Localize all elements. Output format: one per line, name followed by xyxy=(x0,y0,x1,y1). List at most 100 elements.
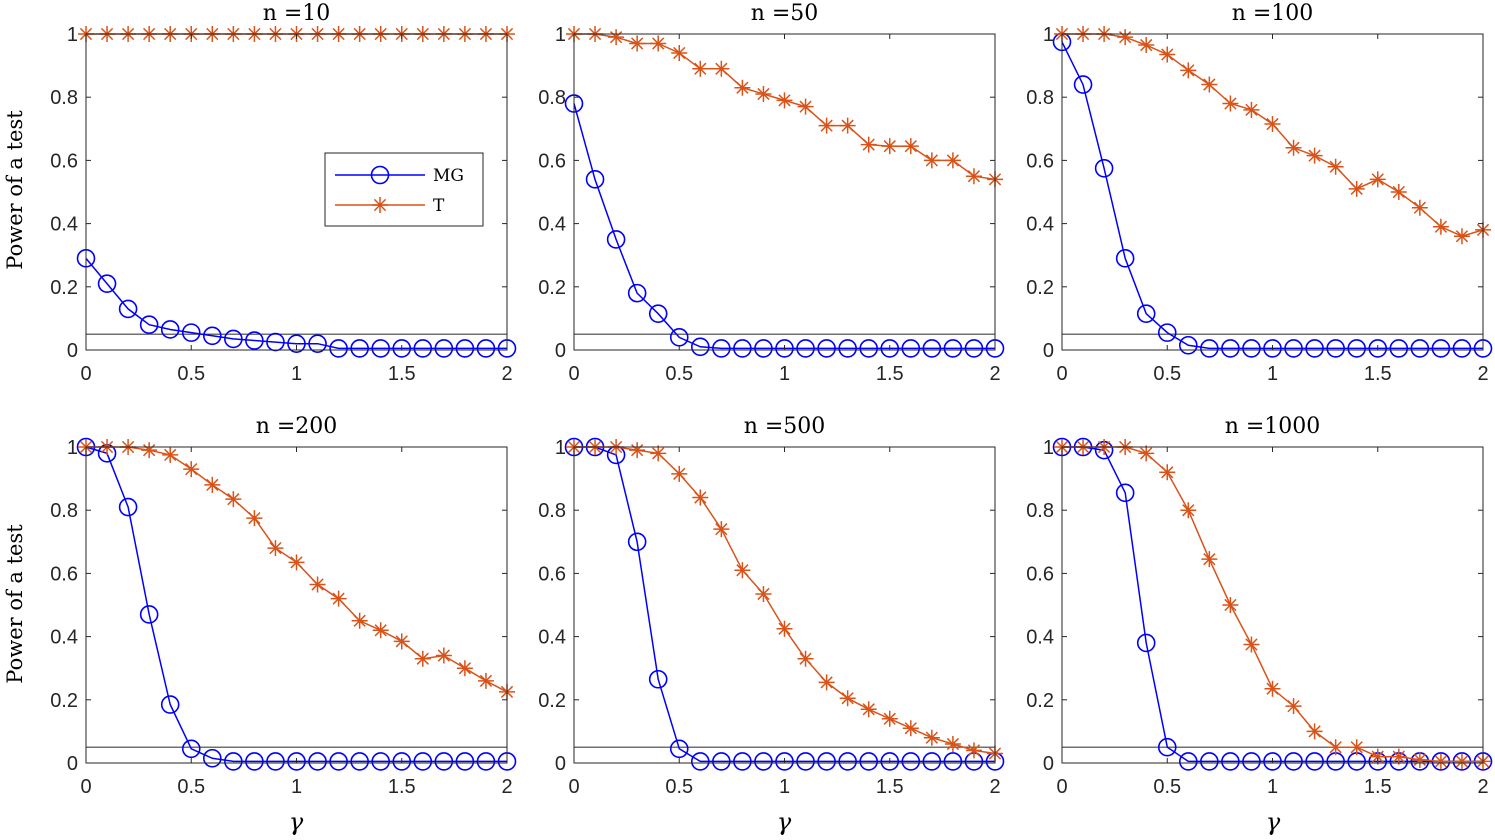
y-tick-label: 0.8 xyxy=(50,87,78,109)
data-point-mg xyxy=(287,334,306,353)
x-tick-label: 1 xyxy=(779,776,790,798)
y-tick-label: 0 xyxy=(1043,753,1054,775)
data-point-mg xyxy=(964,339,984,358)
data-point-t xyxy=(309,576,326,593)
data-point-mg xyxy=(1115,249,1135,268)
data-point-t xyxy=(1159,46,1176,63)
y-tick-label: 0.2 xyxy=(1026,690,1054,712)
data-point-t xyxy=(1264,116,1281,133)
series-mg xyxy=(76,249,517,358)
data-point-mg xyxy=(648,669,668,689)
data-point-mg xyxy=(1136,304,1156,323)
data-point-mg xyxy=(775,339,794,358)
y-tick-label: 1 xyxy=(555,437,566,459)
y-tick-label: 0 xyxy=(555,340,566,362)
data-point-t xyxy=(944,152,961,169)
x-tick-label: 2 xyxy=(1477,363,1488,385)
y-tick-label: 0.8 xyxy=(50,500,78,522)
data-point-t xyxy=(650,35,667,52)
panel-title: n =10 xyxy=(263,1,331,26)
data-point-mg xyxy=(943,339,963,358)
data-point-mg xyxy=(1263,752,1282,771)
data-point-mg xyxy=(1115,483,1135,503)
data-point-mg xyxy=(901,752,921,771)
data-point-t xyxy=(818,117,835,134)
y-tick-label: 0.2 xyxy=(538,690,566,712)
data-point-t xyxy=(734,562,751,579)
data-point-mg xyxy=(308,334,327,353)
data-point-t xyxy=(1285,698,1302,715)
data-point-t xyxy=(881,710,898,727)
data-point-mg xyxy=(838,752,857,771)
data-point-t xyxy=(1117,29,1134,46)
data-point-mg xyxy=(139,315,159,335)
panel-3: 0 0.5 1 1.5 2 0 0.2 0.4 0.6 0.8 1 n =100 xyxy=(1026,1,1493,385)
data-point-mg xyxy=(1431,339,1451,358)
data-point-mg xyxy=(1389,339,1409,358)
plot-area xyxy=(1062,447,1483,763)
y-tick-label: 0.6 xyxy=(50,150,78,172)
y-axis-label-bottom: Power of a test xyxy=(3,524,27,684)
x-axis-label-col2: γ xyxy=(777,808,792,836)
data-point-t xyxy=(1369,171,1386,188)
y-tick-label: 0.2 xyxy=(50,277,78,299)
data-point-mg xyxy=(139,605,159,624)
data-point-t xyxy=(755,585,772,602)
data-point-mg xyxy=(118,497,138,517)
data-point-mg xyxy=(880,752,900,771)
data-point-mg xyxy=(817,339,836,358)
x-tick-label: 1 xyxy=(291,776,302,798)
y-tick-label: 1 xyxy=(1043,24,1054,46)
x-tick-label: 0 xyxy=(1056,363,1067,385)
data-point-mg xyxy=(1452,339,1472,358)
y-tick-label: 0 xyxy=(67,753,78,775)
y-tick-label: 0 xyxy=(1043,340,1054,362)
data-point-t xyxy=(1390,184,1407,200)
data-point-mg xyxy=(245,752,264,771)
data-point-t xyxy=(671,44,688,61)
data-point-t xyxy=(839,690,856,707)
data-point-mg xyxy=(434,339,454,358)
data-point-mg xyxy=(97,274,117,293)
data-point-t xyxy=(776,92,793,109)
data-point-t xyxy=(713,60,730,77)
data-point-mg xyxy=(329,339,348,358)
data-point-t xyxy=(671,465,688,482)
x-tick-label: 0.5 xyxy=(177,363,205,385)
data-point-t xyxy=(1201,551,1218,568)
y-tick-label: 0.4 xyxy=(50,627,78,649)
data-point-mg xyxy=(371,752,391,771)
data-point-t xyxy=(650,445,667,462)
data-point-t xyxy=(944,736,961,753)
legend-label-mg: MG xyxy=(433,166,464,186)
y-tick-label: 0.8 xyxy=(1026,500,1054,522)
data-point-mg xyxy=(224,752,243,771)
y-tick-label: 0.4 xyxy=(50,214,78,236)
data-point-mg xyxy=(690,752,710,771)
data-point-t xyxy=(1369,748,1386,765)
data-point-mg xyxy=(203,326,222,346)
data-point-mg xyxy=(859,339,879,358)
data-point-mg xyxy=(775,752,794,771)
legend-box xyxy=(324,152,484,227)
data-point-t xyxy=(225,491,242,508)
data-point-mg xyxy=(1157,737,1177,757)
data-point-mg xyxy=(350,339,369,358)
panel-title: n =100 xyxy=(1232,1,1314,26)
data-point-t xyxy=(1306,723,1323,740)
data-point-mg xyxy=(1305,752,1324,771)
data-point-t xyxy=(965,168,982,185)
data-point-mg xyxy=(160,320,180,339)
plot-area xyxy=(574,34,995,350)
data-point-t xyxy=(1201,76,1218,93)
data-point-mg xyxy=(943,752,963,771)
data-point-t xyxy=(1243,101,1260,118)
x-tick-label: 0.5 xyxy=(665,776,693,798)
x-tick-label: 2 xyxy=(1477,776,1488,798)
data-point-mg xyxy=(1410,339,1430,358)
data-point-mg xyxy=(160,695,180,714)
data-point-t xyxy=(1432,218,1449,235)
data-point-t xyxy=(1222,95,1239,112)
data-point-t xyxy=(183,461,200,478)
y-tick-label: 0.4 xyxy=(538,214,566,236)
